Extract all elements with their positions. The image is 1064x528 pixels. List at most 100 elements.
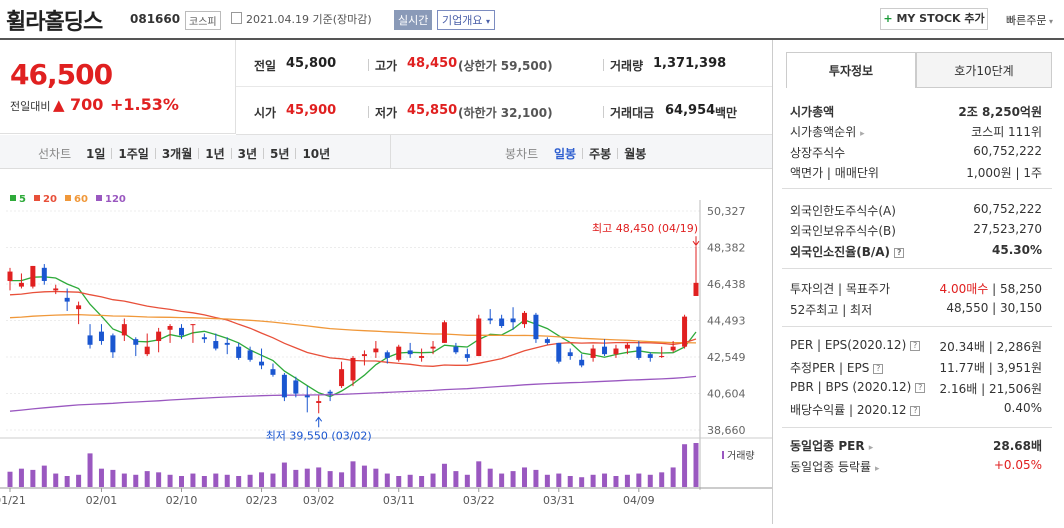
industry-rate: +0.05% xyxy=(993,458,1042,472)
opinion-row: 투자의견 | 목표주가 4.00매수 | 58,250 xyxy=(790,282,1042,296)
volume-bar xyxy=(270,473,276,487)
candle-body xyxy=(156,331,162,342)
x-tick-label: 02/10 xyxy=(166,494,198,507)
tab-line-period-1[interactable]: 1주일 xyxy=(118,147,149,161)
tab-candle-period-1[interactable]: 주봉 xyxy=(589,147,612,161)
volume-bar xyxy=(87,453,93,487)
industry-per: 28.68배 xyxy=(993,439,1042,453)
overview-label: 기업개요 xyxy=(442,14,483,27)
help-icon[interactable]: ? xyxy=(894,247,905,258)
volume-bar xyxy=(18,468,24,487)
tab-candle-period-2[interactable]: 월봉 xyxy=(624,147,647,161)
divider xyxy=(263,148,265,159)
quick-order-button[interactable]: 빠른주문 ▾ xyxy=(1006,12,1053,28)
volume-bar xyxy=(121,473,127,487)
candle-body xyxy=(98,331,104,342)
opinion-label: 투자의견 | 목표주가 xyxy=(790,282,890,296)
per-row: PER | EPS(2020.12) ? 20.34배 | 2,286원 xyxy=(790,338,1042,356)
candle-body xyxy=(18,282,24,287)
volume-bar xyxy=(464,474,470,487)
tab-line-period-6[interactable]: 10년 xyxy=(302,147,331,161)
candle-body xyxy=(110,335,116,353)
tab-investment-info[interactable]: 투자정보 xyxy=(786,52,916,88)
chevron-down-icon: ▾ xyxy=(1046,17,1054,26)
volume-bar xyxy=(602,473,608,487)
volume-bar xyxy=(281,462,287,487)
est-per-row: 추정PER | EPS ? 11.77배 | 3,951원 xyxy=(790,359,1042,377)
help-icon[interactable]: ? xyxy=(915,382,926,393)
calendar-icon xyxy=(231,12,242,24)
volume-bar xyxy=(133,474,139,487)
market-badge: 코스피 xyxy=(185,11,221,30)
volume-bar xyxy=(30,469,36,487)
volume-bar xyxy=(636,473,642,487)
volume-bar xyxy=(76,474,82,487)
divider xyxy=(198,148,200,159)
help-icon[interactable]: ? xyxy=(910,340,921,351)
per: 20.34배 | 2,286원 xyxy=(939,340,1042,354)
chevron-down-icon: ▾ xyxy=(485,17,490,26)
company-name: 휠라홀딩스 xyxy=(6,10,103,35)
volume-label: 거래량 xyxy=(727,450,755,462)
change-label: 전일대비 xyxy=(10,100,51,113)
volume-bar xyxy=(327,471,333,487)
candle-body xyxy=(659,356,665,358)
volume-bar xyxy=(98,468,104,487)
industry-rate-row[interactable]: 동일업종 등락률 ▸ +0.05% xyxy=(790,458,1042,476)
open-label: 시가 xyxy=(254,106,277,120)
volume-bar xyxy=(533,469,539,487)
industry-per-row[interactable]: 동일업종 PER ▸ 28.68배 xyxy=(790,437,1042,455)
candle-body xyxy=(670,346,676,351)
candle-body xyxy=(224,342,230,345)
candle-body xyxy=(247,350,253,360)
tab-line-period-0[interactable]: 1일 xyxy=(86,147,106,161)
candle-body xyxy=(396,346,402,360)
candle-body xyxy=(304,395,310,398)
face-row: 액면가 | 매매단위 1,000원 | 1주 xyxy=(790,164,1042,182)
stock-chart[interactable]: 50,327 48,382 46,438 44,493 42,549 40,604 38,6… xyxy=(0,170,772,524)
candle-body xyxy=(373,348,379,353)
company-overview-dropdown[interactable]: 기업개요 ▾ xyxy=(437,10,495,30)
candle-body xyxy=(259,361,265,366)
cap-rank-label: 시가총액순위 xyxy=(790,125,857,139)
candle-body xyxy=(567,352,573,357)
tab-line-period-3[interactable]: 1년 xyxy=(205,147,225,161)
volume-bar xyxy=(41,465,47,487)
candle-body xyxy=(281,374,287,398)
change-rate: +1.53% xyxy=(110,95,179,114)
candle-body xyxy=(64,297,70,302)
volume-bar xyxy=(53,473,59,487)
volume-bar xyxy=(190,473,196,487)
tab-line-period-5[interactable]: 5년 xyxy=(270,147,290,161)
pbr-label: PBR | BPS (2020.12) xyxy=(790,380,912,394)
tab-hoga-10[interactable]: 호가10단계 xyxy=(916,52,1052,88)
volume-bar xyxy=(556,473,562,487)
tab-candle-period-0[interactable]: 일봉 xyxy=(554,147,577,161)
tab-line-period-2[interactable]: 3개월 xyxy=(161,147,193,161)
candle-body xyxy=(476,318,482,357)
volume-bar xyxy=(693,443,699,487)
tab-line-period-4[interactable]: 3년 xyxy=(237,147,258,161)
candle-body xyxy=(236,346,242,358)
face-value: 1,000원 | 1주 xyxy=(966,166,1042,180)
volume-bar xyxy=(659,472,665,487)
legend-swatch xyxy=(65,195,71,201)
realtime-button[interactable]: 실시간 xyxy=(394,10,433,30)
foreign-limit: 60,752,222 xyxy=(973,202,1042,216)
help-icon[interactable]: ? xyxy=(910,405,921,416)
divider xyxy=(603,106,604,118)
candle-body xyxy=(636,346,642,358)
candle-body xyxy=(41,267,47,281)
candle-body xyxy=(407,350,413,355)
foreign-limit-row: 외국인한도주식수(A) 60,752,222 xyxy=(790,202,1042,220)
candle-body xyxy=(133,339,139,345)
cap-rank-row[interactable]: 시가총액순위 ▸ 코스피 111위 xyxy=(790,123,1042,141)
candle-body xyxy=(201,337,207,340)
low-price: 45,850 xyxy=(407,103,458,118)
quick-order-label: 빠른주문 xyxy=(1006,14,1047,27)
add-my-stock-button[interactable]: + MY STOCK 추가 xyxy=(880,8,988,30)
help-icon[interactable]: ? xyxy=(873,363,884,374)
candle-body xyxy=(647,354,653,358)
candle-body xyxy=(522,312,527,325)
legend-label: 5 xyxy=(19,194,26,205)
